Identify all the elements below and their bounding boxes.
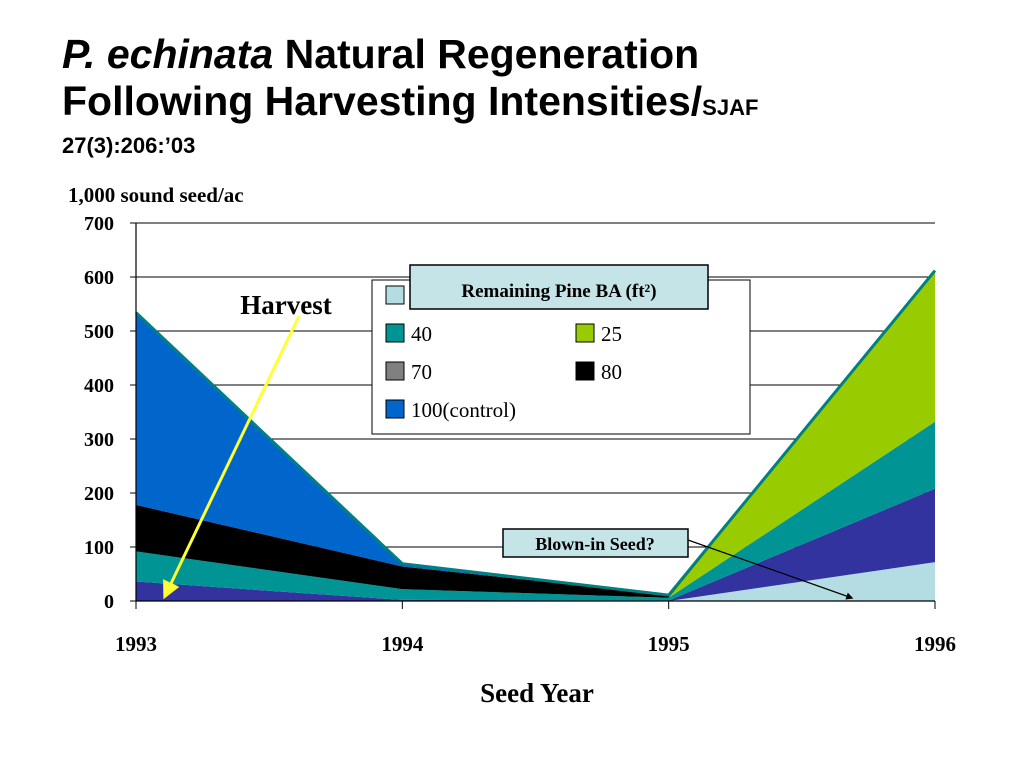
legend-label: 80 (601, 360, 622, 384)
title-ref-journal: SJAF (702, 95, 759, 120)
legend: 0 (clearcut)540257080100(control) Remain… (371, 264, 751, 435)
title-rest: Natural Regeneration (273, 31, 700, 77)
title-line-1: P. echinata Natural Regeneration (62, 30, 962, 78)
area-series (136, 562, 935, 601)
harvest-annotation: Harvest (240, 290, 331, 320)
x-tick-labels: 1993 1994 1995 1996 (115, 601, 956, 656)
title-species: P. echinata (62, 31, 274, 77)
axes (135, 223, 935, 602)
legend-swatch (575, 323, 595, 343)
x-tick-label: 1994 (381, 632, 424, 656)
y-tick-label: 600 (84, 267, 114, 289)
x-axis-label: Seed Year (480, 678, 594, 708)
blown-in-arrow (687, 539, 854, 600)
legend-title-box (409, 264, 709, 310)
legend-swatch (575, 361, 595, 381)
legend-label: 40 (411, 322, 432, 346)
area-series (136, 421, 935, 601)
legend-swatch (385, 399, 405, 419)
y-tick-label: 200 (84, 483, 114, 505)
harvest-arrow (163, 315, 301, 600)
x-tick-label: 1993 (115, 632, 157, 656)
title-main-2: Following Harvesting Intensities/ (62, 78, 703, 124)
area-total-outline (134, 269, 937, 597)
blown-in-annotation: Blown-in Seed? (535, 534, 655, 554)
y-tick-label: 0 (104, 591, 114, 613)
x-tick-label: 1995 (648, 632, 690, 656)
y-tick-label: 500 (84, 321, 114, 343)
y-tick-labels: 0 100 200 300 400 500 600 700 (84, 213, 136, 613)
legend-swatch (385, 323, 405, 343)
y-axis-label: 1,000 sound seed/ac (68, 183, 244, 207)
stacked-areas (134, 269, 937, 601)
x-tick-label: 1996 (914, 632, 956, 656)
legend-label: 70 (411, 360, 432, 384)
title-line-2: Following Harvesting Intensities/SJAF (62, 78, 962, 131)
y-tick-label: 100 (84, 537, 114, 559)
title-ref-citation: 27(3):206:’03 (62, 133, 196, 158)
y-tick-label: 300 (84, 429, 114, 451)
legend-swatch (385, 285, 405, 305)
blown-in-box (502, 528, 689, 558)
y-tick-label: 700 (84, 213, 114, 235)
legend-label: 100(control) (411, 398, 516, 422)
legend-title: Remaining Pine BA (ft²) (461, 281, 656, 302)
y-tick-label: 400 (84, 375, 114, 397)
area-series (136, 488, 935, 601)
legend-label: 25 (601, 322, 622, 346)
legend-swatch (385, 361, 405, 381)
slide-title: P. echinata Natural Regeneration Followi… (62, 30, 962, 161)
area-series (136, 270, 935, 596)
